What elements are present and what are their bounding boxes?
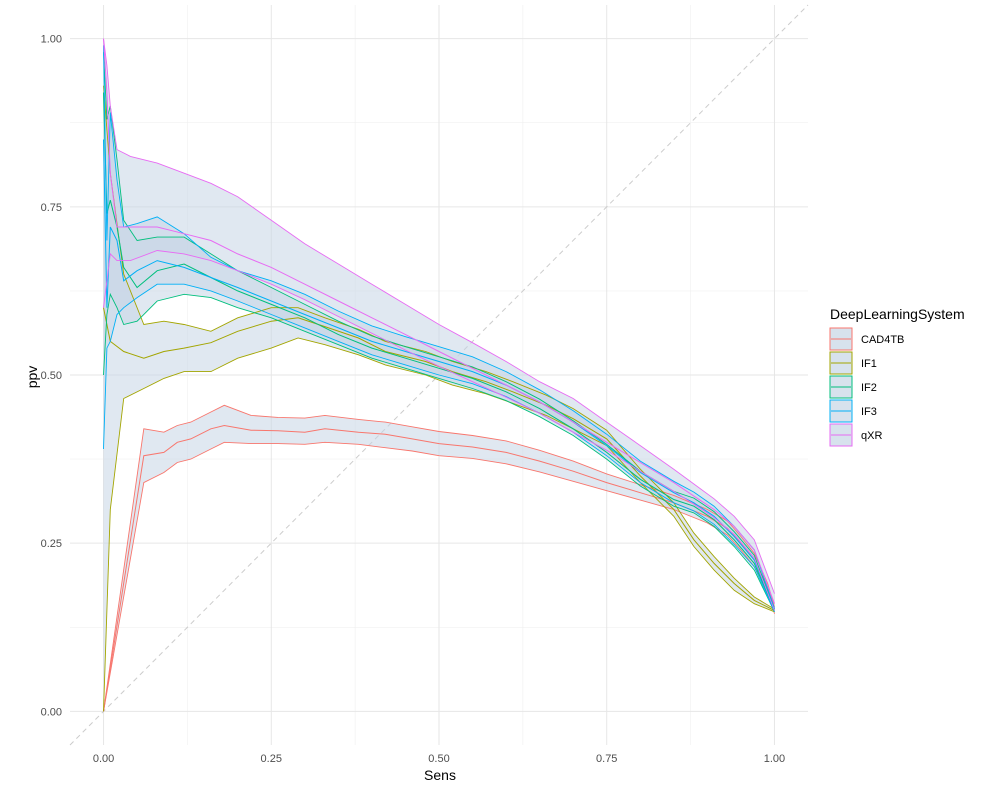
y-tick-label: 1.00	[41, 34, 62, 46]
band-edge-upper-if3	[103, 45, 775, 609]
y-tick-label: 0.75	[41, 202, 62, 214]
x-tick-label: 0.50	[428, 753, 449, 765]
series-lines	[103, 38, 775, 712]
legend-label: IF1	[861, 358, 877, 370]
legend-item-if3: IF3	[829, 399, 877, 423]
x-tick-label: 1.00	[764, 753, 785, 765]
y-axis-title: ppv	[24, 366, 40, 389]
legend-item-cad4tb: CAD4TB	[829, 327, 904, 351]
band-edge-lower-if3	[103, 283, 775, 612]
band-edge-upper-qxr	[103, 38, 775, 594]
legend-label: CAD4TB	[861, 334, 904, 346]
tick-labels: 0.00 0.25 0.50 0.75 1.00 0.00 0.25 0.50 0.75 1.00	[41, 34, 786, 765]
x-tick-label: 0.25	[261, 753, 282, 765]
x-tick-label: 0.00	[93, 753, 114, 765]
y-tick-label: 0.25	[41, 538, 62, 550]
series-line-if2	[103, 92, 775, 611]
legend-item-if1: IF1	[829, 351, 877, 375]
x-tick-label: 0.75	[596, 753, 617, 765]
series-line-qxr	[103, 38, 775, 604]
legend-label: IF3	[861, 406, 877, 418]
band-edge-upper-if1	[103, 85, 775, 610]
legend-title: DeepLearningSystem	[830, 306, 965, 322]
legend: DeepLearningSystem CAD4TB IF1 IF2 IF3 qXR	[829, 306, 965, 447]
series-line-if1	[103, 307, 775, 611]
legend-item-if2: IF2	[829, 375, 877, 399]
confidence-band-cad4tb	[103, 405, 775, 712]
band-edge-lower-if1	[103, 337, 775, 712]
legend-label: qXR	[861, 430, 882, 442]
legend-item-qxr: qXR	[829, 423, 882, 447]
legend-items: CAD4TB IF1 IF2 IF3 qXR	[829, 327, 904, 447]
x-axis-title: Sens	[424, 767, 456, 783]
band-edge-lower-cad4tb	[103, 441, 775, 712]
band-edge-lower-if2	[103, 292, 775, 612]
band-edge-lower-qxr	[103, 250, 775, 611]
legend-label: IF2	[861, 382, 877, 394]
y-tick-label: 0.00	[41, 706, 62, 718]
y-tick-label: 0.50	[41, 370, 62, 382]
